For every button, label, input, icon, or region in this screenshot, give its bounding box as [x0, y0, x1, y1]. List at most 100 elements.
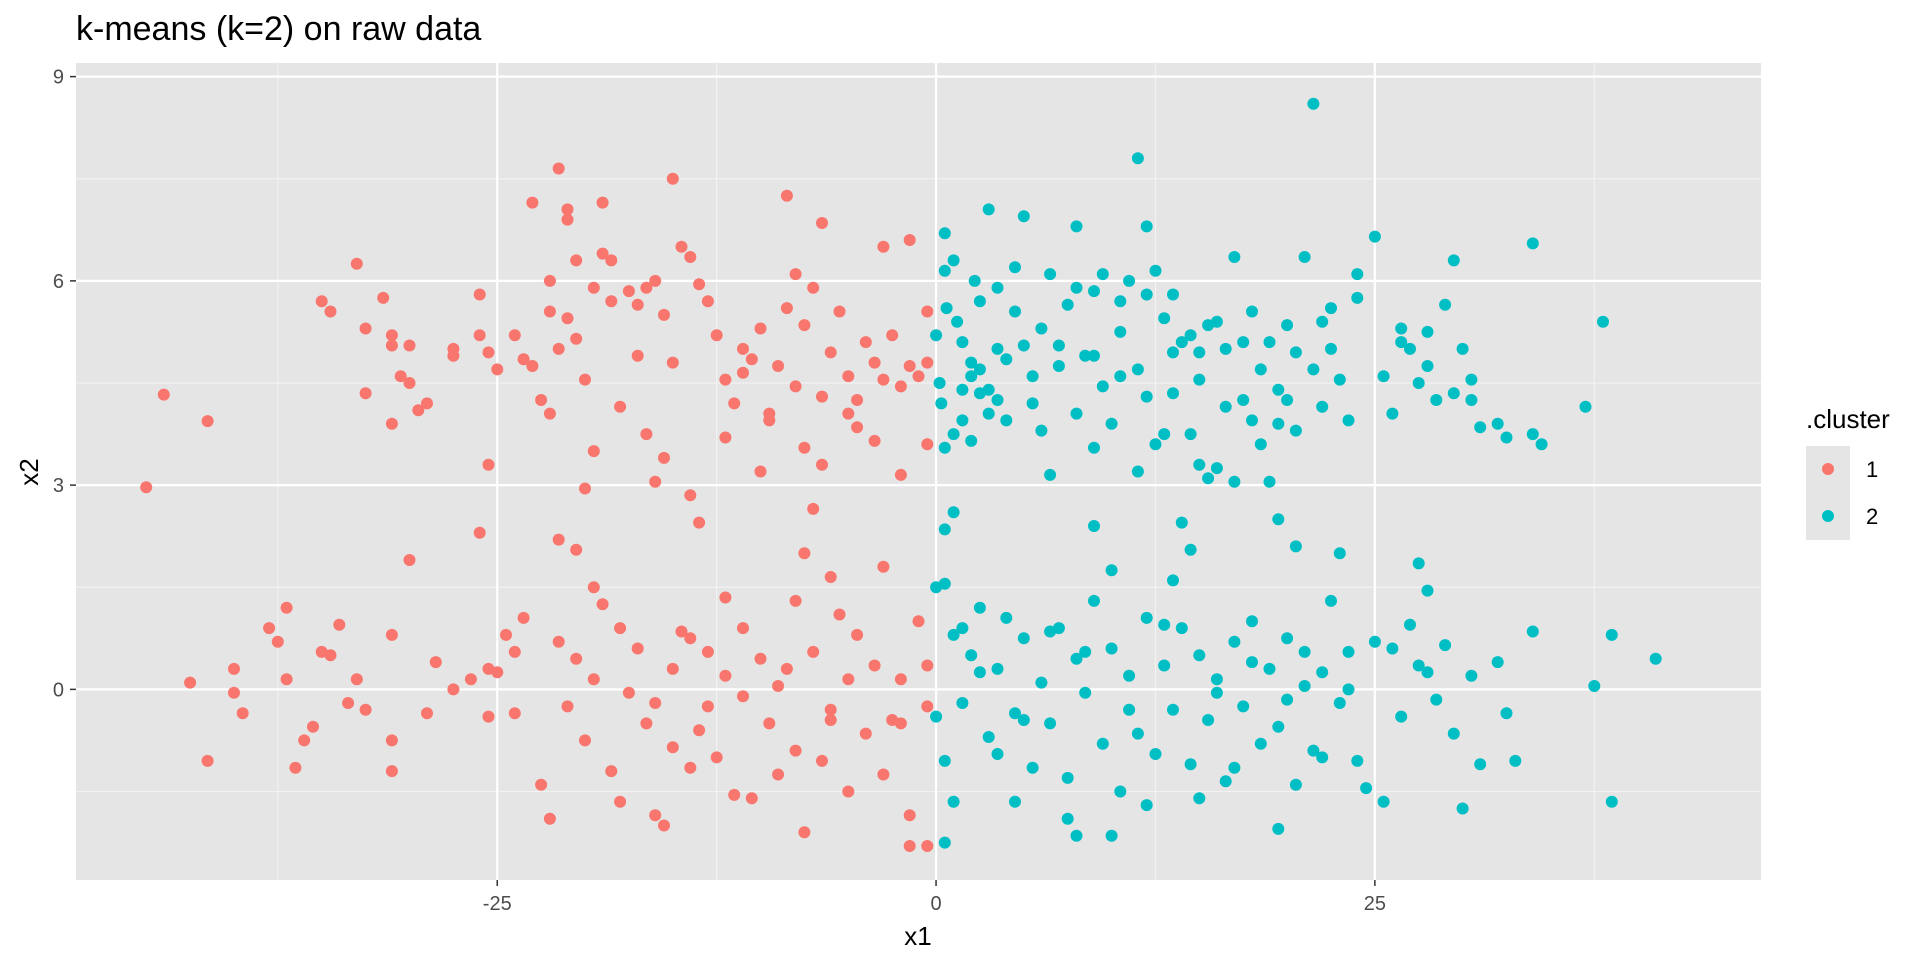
- cluster-2-point: [1009, 305, 1021, 318]
- y-tick-label: 9: [53, 67, 64, 89]
- cluster-2-point: [1333, 547, 1346, 560]
- cluster-2-point: [1105, 829, 1118, 842]
- cluster-1-point: [508, 707, 521, 720]
- cluster-2-point: [1447, 254, 1460, 267]
- cluster-2-point: [1193, 458, 1206, 471]
- cluster-2-point: [1070, 220, 1083, 233]
- cluster-1-point: [561, 700, 574, 713]
- cluster-2-point: [1246, 305, 1258, 318]
- cluster-1-point: [228, 686, 240, 699]
- cluster-1-point: [526, 196, 539, 209]
- cluster-2-point: [1158, 428, 1171, 441]
- cluster-2-point: [1395, 336, 1408, 349]
- cluster-1-point: [816, 390, 828, 403]
- legend-key-cluster-2: [1822, 510, 1834, 522]
- cluster-2-point: [1421, 325, 1434, 338]
- cluster-1-point: [622, 285, 635, 298]
- cluster-1-point: [517, 353, 530, 366]
- cluster-2-point: [1289, 346, 1302, 359]
- cluster-1-point: [824, 714, 837, 726]
- cluster-1-point: [403, 554, 416, 566]
- cluster-2-point: [1105, 417, 1118, 430]
- cluster-1-point: [903, 809, 916, 822]
- cluster-1-point: [587, 445, 600, 458]
- cluster-2-point: [1316, 751, 1329, 764]
- cluster-2-point: [1246, 615, 1258, 628]
- cluster-1-point: [412, 404, 425, 417]
- cluster-2-point: [1342, 414, 1355, 427]
- cluster-2-point: [1044, 717, 1057, 730]
- cluster-2-point: [1281, 319, 1294, 332]
- cluster-1-point: [543, 305, 556, 318]
- legend: .cluster 1 2: [1806, 404, 1890, 540]
- cluster-1-point: [807, 502, 820, 515]
- legend-label-cluster-2: 2: [1866, 504, 1878, 529]
- cluster-2-point: [1114, 370, 1127, 383]
- cluster-1-point: [535, 394, 548, 406]
- axis-ticks: -25 0 25 0 3 6 9: [53, 67, 1386, 915]
- cluster-1-point: [596, 196, 609, 209]
- cluster-1-point: [877, 560, 890, 573]
- cluster-2-point: [1140, 390, 1153, 403]
- cluster-1-point: [833, 305, 846, 318]
- cluster-2-point: [1017, 210, 1030, 223]
- y-axis-title: x2: [14, 458, 44, 485]
- cluster-1-point: [350, 673, 363, 686]
- cluster-1-point: [359, 387, 372, 400]
- cluster-1-point: [666, 356, 679, 369]
- cluster-2-point: [956, 414, 969, 427]
- cluster-2-point: [1026, 761, 1039, 774]
- cluster-1-point: [719, 373, 732, 386]
- cluster-1-point: [508, 329, 521, 342]
- cluster-2-point: [1377, 370, 1390, 383]
- cluster-2-point: [947, 628, 960, 641]
- cluster-1-point: [649, 809, 662, 822]
- cluster-2-point: [1228, 251, 1241, 263]
- cluster-1-point: [824, 346, 837, 359]
- cluster-2-point: [1263, 662, 1276, 675]
- cluster-2-point: [938, 227, 951, 240]
- cluster-1-point: [754, 465, 767, 478]
- cluster-1-point: [596, 247, 609, 260]
- cluster-1-point: [385, 765, 398, 778]
- cluster-1-point: [649, 475, 662, 488]
- cluster-2-point: [1333, 373, 1346, 386]
- cluster-1-point: [719, 669, 732, 682]
- cluster-2-point: [1096, 737, 1109, 750]
- cluster-2-point: [1210, 462, 1223, 475]
- cluster-2-point: [1272, 513, 1285, 526]
- cluster-1-point: [710, 751, 723, 764]
- cluster-2-point: [1035, 424, 1048, 437]
- cluster-2-point: [1131, 727, 1144, 740]
- cluster-1-point: [666, 741, 679, 754]
- cluster-1-point: [622, 686, 635, 699]
- cluster-2-point: [1088, 285, 1100, 298]
- cluster-2-point: [1009, 261, 1021, 274]
- cluster-1-point: [894, 717, 907, 730]
- cluster-2-point: [1114, 785, 1127, 798]
- cluster-1-point: [684, 251, 697, 263]
- cluster-2-point: [1307, 363, 1320, 376]
- y-tick-label: 3: [53, 475, 64, 497]
- gridlines: [76, 63, 1761, 880]
- cluster-1-point: [780, 189, 793, 202]
- cluster-2-point: [1105, 564, 1118, 577]
- cluster-1-point: [772, 680, 785, 692]
- cluster-2-point: [1474, 421, 1487, 434]
- cluster-1-point: [596, 598, 609, 611]
- cluster-2-point: [947, 254, 960, 267]
- cluster-2-point: [1254, 737, 1267, 750]
- cluster-2-point: [1096, 380, 1109, 393]
- cluster-1-point: [851, 628, 864, 641]
- cluster-2-point: [982, 203, 995, 216]
- cluster-1-point: [842, 407, 855, 420]
- cluster-2-point: [1131, 465, 1144, 478]
- cluster-1-point: [728, 788, 741, 801]
- cluster-2-point: [1289, 778, 1302, 791]
- cluster-2-point: [1605, 795, 1618, 808]
- cluster-1-point: [324, 305, 337, 318]
- cluster-2-point: [1149, 264, 1162, 277]
- cluster-2-point: [1404, 342, 1416, 355]
- cluster-2-point: [1412, 377, 1425, 389]
- cluster-2-point: [1193, 346, 1206, 359]
